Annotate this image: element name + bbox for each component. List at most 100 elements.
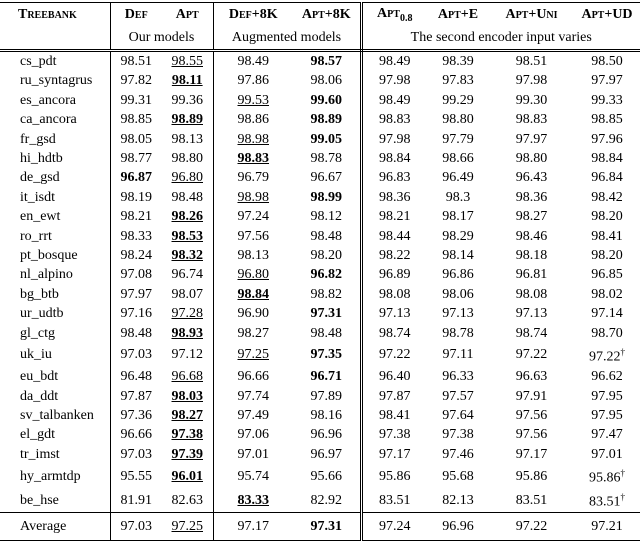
score-cell: 98.74: [361, 324, 427, 343]
treebank-name: ru_syntagrus: [0, 71, 111, 91]
score: 98.99: [310, 189, 343, 205]
score-cell: 98.18: [489, 246, 574, 265]
score: 98.51: [515, 54, 548, 69]
table-row: be_hse 81.91 82.63 83.33 82.92 83.51 82.13 83.5…: [0, 488, 640, 513]
table-row: en_ewt 98.21 98.26 97.24 98.12 98.21 98.17 98.2…: [0, 207, 640, 227]
treebank-name: it_isdt: [0, 187, 111, 208]
score: 96.97: [310, 446, 343, 462]
score-cell: 96.01: [162, 464, 214, 489]
score-cell: 96.97: [293, 444, 363, 465]
score-cell: 97.64: [427, 406, 489, 425]
score: 97.06: [237, 427, 270, 443]
score-cell: 97.36: [110, 406, 162, 425]
table-row: gl_ctg 98.48 98.93 98.27 98.48 98.74 98.78 98.7…: [0, 323, 640, 344]
table-row: el_gdt 96.66 97.38 97.06 96.96 97.38 97.38 97.5…: [0, 425, 640, 445]
score: 98.82: [310, 286, 343, 302]
score: 97.08: [120, 267, 153, 283]
column-label: Apt+UD: [581, 7, 633, 22]
score-cell: 97.24: [361, 512, 427, 542]
score-cell: 98.55: [162, 50, 214, 72]
score-cell: 98.86: [213, 110, 293, 129]
score: 97.87: [120, 388, 153, 404]
score: 98.93: [171, 325, 204, 341]
treebank-name: ca_ancora: [0, 110, 111, 130]
score: 95.86: [379, 468, 411, 484]
score: 96.83: [379, 170, 411, 186]
score: 98.70: [591, 325, 623, 341]
score: 98.55: [171, 54, 204, 69]
score-cell: 98.27: [489, 207, 574, 226]
score: 96.68: [171, 369, 204, 385]
score: 97.74: [237, 388, 270, 404]
score: 98.48: [171, 189, 204, 205]
column-label: Apt+8K: [301, 7, 351, 22]
score-cell: 99.60: [293, 90, 363, 111]
table-row: pt_bosque 98.24 98.32 98.13 98.20 98.22 98.14 9…: [0, 246, 640, 266]
score: 97.57: [442, 388, 474, 404]
score: 96.84: [591, 170, 623, 186]
score: 97.64: [442, 407, 474, 423]
score: 96.01: [171, 468, 204, 484]
score-cell: 98.13: [213, 246, 293, 265]
score-cell: 97.95: [574, 387, 640, 406]
treebank-name: eu_bdt: [0, 367, 111, 387]
score: 97.03: [120, 519, 153, 535]
score: 97.47: [591, 427, 623, 443]
treebank-name: pt_bosque: [0, 246, 111, 266]
score-cell: 83.33: [213, 488, 293, 513]
column-label: Apt+Uni: [505, 7, 558, 22]
score: 98.50: [591, 54, 623, 69]
score-cell: 97.35: [293, 343, 363, 368]
score-cell: 98.84: [361, 149, 427, 168]
score: 97.22: [379, 347, 411, 363]
score-cell: 97.82: [110, 71, 162, 90]
score-cell: 98.26: [162, 207, 214, 227]
score-cell: 83.51†: [574, 488, 640, 513]
score: 97.31: [310, 519, 343, 535]
score: 98.17: [442, 209, 474, 225]
score: 98.21: [120, 209, 153, 225]
score-cell: 82.13: [427, 488, 489, 513]
score-cell: 96.83: [361, 168, 427, 187]
score-cell: 95.66: [293, 464, 363, 489]
score-cell: 97.56: [213, 227, 293, 246]
score: 98.48: [310, 228, 343, 244]
score: 97.56: [515, 407, 548, 423]
score: 98.3: [445, 189, 471, 205]
score: 99.31: [120, 92, 153, 108]
score-cell: 98.27: [213, 324, 293, 343]
score: 96.66: [237, 369, 270, 385]
score-cell: 97.06: [213, 425, 293, 444]
score: 97.22: [589, 349, 621, 365]
score-cell: 98.78: [427, 324, 489, 343]
score-cell: 96.89: [361, 265, 427, 284]
score-cell: 99.29: [427, 91, 489, 110]
score: 96.48: [120, 369, 153, 385]
score: 98.98: [237, 189, 270, 205]
score: 98.24: [120, 248, 153, 264]
column-header: Def: [110, 2, 162, 27]
score-cell: 97.79: [427, 130, 489, 149]
score-cell: 97.03: [110, 445, 162, 464]
score-cell: 98.33: [110, 227, 162, 246]
score: 98.03: [171, 388, 204, 404]
treebank-name: en_ewt: [0, 207, 111, 227]
table-row: cs_pdt 98.51 98.55 98.49 98.57 98.49 98.39 98.5…: [0, 50, 640, 72]
score: 98.77: [120, 151, 153, 167]
score: 97.14: [591, 306, 623, 322]
score: 98.20: [591, 248, 623, 264]
score-cell: 98.49: [213, 51, 293, 72]
score: 99.33: [591, 92, 623, 108]
table-row: es_ancora 99.31 99.36 99.53 99.60 98.49 99.29 9…: [0, 90, 640, 111]
score: 97.95: [591, 407, 623, 423]
column-header: Apt0.8: [361, 2, 427, 27]
treebank-name: bg_btb: [0, 284, 111, 305]
score: 98.57: [310, 54, 343, 69]
score: 98.78: [310, 151, 343, 167]
score: 98.06: [310, 73, 343, 89]
score: 97.46: [442, 446, 474, 462]
score: 97.98: [379, 73, 411, 89]
score: 96.74: [171, 267, 204, 283]
score-cell: 98.44: [361, 227, 427, 246]
score: 98.83: [237, 151, 270, 167]
